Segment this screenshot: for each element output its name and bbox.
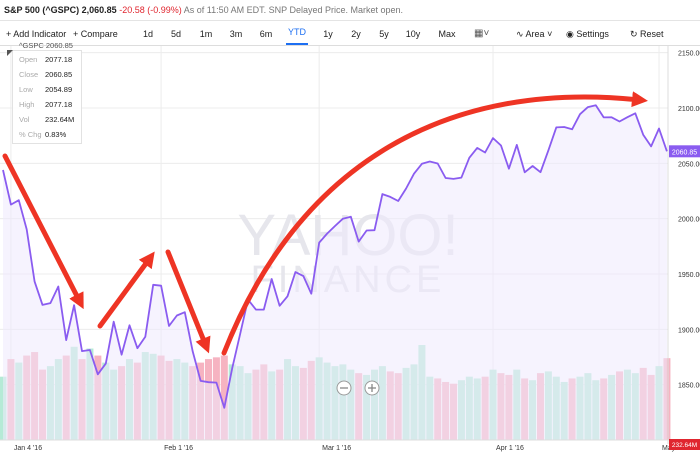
range-button[interactable]: 1m bbox=[199, 29, 213, 39]
y-tick-label: 1950.00 bbox=[678, 272, 700, 279]
arrow bbox=[165, 249, 211, 354]
y-tick-label: 2000.00 bbox=[678, 217, 700, 224]
zoom-controls bbox=[336, 380, 380, 396]
add-indicator[interactable]: + Add Indicator bbox=[6, 29, 67, 39]
calendar-icon[interactable]: ▦˅ bbox=[474, 28, 490, 39]
tooltip-row: Close 2060.85 bbox=[19, 70, 83, 79]
quote-change: -20.58 (-0.99%) bbox=[119, 5, 182, 15]
x-tick-label: Jan 4 '16 bbox=[14, 445, 42, 452]
reset-label: Reset bbox=[640, 29, 664, 39]
last-volume-tag bbox=[669, 439, 700, 450]
tooltip-value: 2060.85 bbox=[45, 70, 73, 79]
tooltip-value: 2054.89 bbox=[45, 85, 73, 94]
range-button[interactable]: 3m bbox=[229, 29, 243, 39]
tooltip-value: 2077.18 bbox=[45, 100, 73, 109]
toolbar: + Add Indicator + Compare 1d 5d 1m 3m 6m YTD 1… bbox=[0, 22, 700, 46]
range-button[interactable]: 1d bbox=[142, 29, 153, 39]
tooltip-value: 232.64M bbox=[45, 115, 75, 124]
arrow bbox=[221, 91, 648, 356]
range-button[interactable]: 2y bbox=[351, 29, 361, 39]
quote-header: S&P 500 (^GSPC) 2,060.85 -20.58 (-0.99%)… bbox=[0, 0, 700, 21]
range-button[interactable]: 6m bbox=[259, 29, 273, 39]
volume-bar bbox=[220, 355, 228, 440]
volume-bar bbox=[663, 358, 671, 440]
tooltip-key: % Chg bbox=[19, 130, 42, 139]
annotation-arrows bbox=[2, 91, 648, 356]
tooltip: ^GSPC 2060.85 Open 2077.18 Close 2060.85 Low… bbox=[7, 41, 83, 144]
range-button[interactable]: YTD bbox=[286, 22, 308, 45]
range-group: 1d 5d 1m 3m 6m YTD 1y 2y 5y 10y Max bbox=[0, 22, 700, 46]
last-volume-label: 232.64M bbox=[672, 442, 697, 449]
y-tick-label: 1900.00 bbox=[678, 327, 700, 334]
settings[interactable]: ◉ Settings bbox=[566, 29, 609, 39]
x-tick-label: Mar 1 '16 bbox=[322, 445, 351, 452]
tooltip-row: High 2077.18 bbox=[19, 100, 83, 109]
arrow bbox=[2, 153, 84, 310]
last-price-tag bbox=[669, 145, 700, 158]
range-button[interactable]: 5d bbox=[170, 29, 181, 39]
settings-label: Settings bbox=[576, 29, 609, 39]
tooltip-row: % Chg 0.83% bbox=[19, 130, 83, 139]
y-tick-label: 2100.00 bbox=[678, 106, 700, 113]
tooltip-key: Low bbox=[19, 85, 33, 94]
range-button[interactable]: 10y bbox=[405, 29, 421, 39]
y-tick-label: 1850.00 bbox=[678, 383, 700, 390]
tooltip-value: 0.83% bbox=[45, 130, 67, 139]
tooltip-key: High bbox=[19, 100, 35, 109]
compare[interactable]: + Compare bbox=[73, 29, 118, 39]
tooltip-legend: ^GSPC 2060.85 bbox=[19, 41, 73, 50]
y-tick-label: 2050.00 bbox=[678, 161, 700, 168]
range-button[interactable]: 5y bbox=[379, 29, 389, 39]
x-tick-label: Feb 1 '16 bbox=[164, 445, 193, 452]
tooltip-value: 2077.18 bbox=[45, 55, 73, 64]
quote-name: S&P 500 (^GSPC) bbox=[4, 5, 80, 15]
add-indicator-label: Add Indicator bbox=[13, 29, 67, 39]
quote-note: As of 11:50 AM EDT. SNP Delayed Price. M… bbox=[183, 5, 404, 15]
reset[interactable]: ↻ Reset bbox=[630, 29, 664, 39]
tooltip-key: Open bbox=[19, 55, 38, 64]
tooltip-row: Low 2054.89 bbox=[19, 85, 83, 94]
last-price-label: 2060.85 bbox=[672, 149, 697, 156]
tooltip-key: Vol bbox=[19, 115, 30, 124]
tooltip-corner bbox=[7, 50, 13, 56]
tooltip-row: Open 2077.18 bbox=[19, 55, 83, 64]
chart-type[interactable]: ∿ Area ˅ bbox=[516, 29, 553, 39]
y-tick-label: 2150.00 bbox=[678, 51, 700, 58]
compare-label: Compare bbox=[80, 29, 118, 39]
chart-type-label: Area bbox=[525, 29, 545, 39]
price-area bbox=[3, 105, 667, 441]
arrow bbox=[97, 251, 155, 329]
range-button[interactable]: 1y bbox=[323, 29, 333, 39]
quote-price: 2,060.85 bbox=[81, 5, 117, 15]
tooltip-key: Close bbox=[19, 70, 39, 79]
tooltip-row: Vol 232.64M bbox=[19, 115, 83, 124]
price-line bbox=[2, 104, 668, 409]
x-tick-label: Apr 1 '16 bbox=[496, 445, 524, 452]
range-button[interactable]: Max bbox=[438, 29, 456, 39]
